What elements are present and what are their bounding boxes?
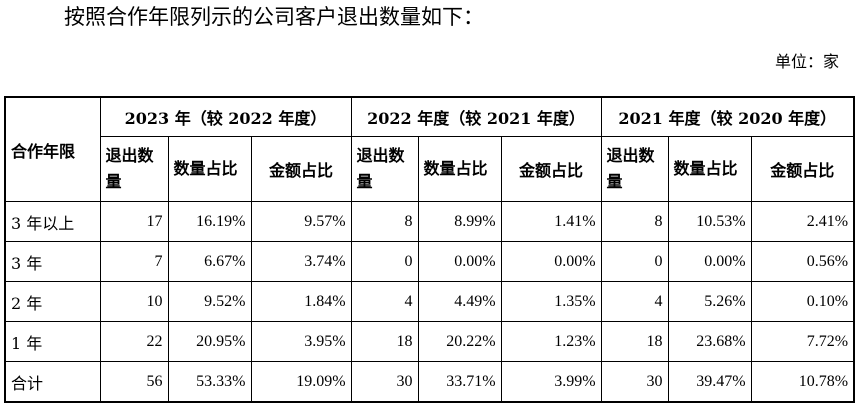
table-cell: 8 [350,201,419,242]
table-cell: 53.33% [167,361,252,403]
table-cell: 4 [600,281,669,322]
table-cell: 17 [99,201,169,242]
header-count-share: 数量占比 [667,136,752,202]
table-cell: 9.52% [167,281,252,322]
table-cell: 18 [600,321,669,362]
header-group-2023: 2023 年（较 2022 年度） [99,96,352,137]
row-label: 2 年 [4,281,101,322]
header-exit-count: 退出数量 [350,136,419,202]
header-amount-share: 金额占比 [750,136,855,202]
table-row: 3 年以上 17 16.19% 9.57% 8 8.99% 1.41% 8 10… [4,201,855,242]
table-cell: 8.99% [417,201,502,242]
header-group-2022: 2022 年度（较 2021 年度） [350,96,602,137]
table-row-total: 合计 56 53.33% 19.09% 30 33.71% 3.99% 30 3… [4,361,855,403]
header-exit-count: 退出数量 [99,136,169,202]
row-label: 合计 [4,361,101,403]
table-cell: 1.23% [500,321,602,362]
table-cell: 4.49% [417,281,502,322]
table-cell: 0.10% [750,281,855,322]
table-cell: 3.99% [500,361,602,403]
table-cell: 39.47% [667,361,752,403]
table-cell: 23.68% [667,321,752,362]
intro-paragraph: 按照合作年限列示的公司客户退出数量如下： [64,5,484,29]
table-cell: 16.19% [167,201,252,242]
table-cell: 30 [600,361,669,403]
header-exit-count: 退出数量 [600,136,669,202]
table-cell: 56 [99,361,169,403]
table-cell: 0 [600,241,669,282]
customer-exit-table: 合作年限 2023 年（较 2022 年度） 2022 年度（较 2021 年度… [4,96,856,403]
table-cell: 5.26% [667,281,752,322]
row-label: 3 年 [4,241,101,282]
table-row: 2 年 10 9.52% 1.84% 4 4.49% 1.35% 4 5.26%… [4,281,855,322]
table-cell: 0.00% [667,241,752,282]
header-group-2021: 2021 年度（较 2020 年度） [600,96,855,137]
table-cell: 22 [99,321,169,362]
table-cell: 6.67% [167,241,252,282]
header-row-groups: 合作年限 2023 年（较 2022 年度） 2022 年度（较 2021 年度… [4,96,855,202]
table-cell: 1.35% [500,281,602,322]
header-row-columns: 退出数量 数量占比 金额占比 退出数量 数量占比 金额占比 退出数量 数量占比 … [5,136,855,202]
table-cell: 7.72% [750,321,855,362]
table-cell: 0.00% [500,241,602,282]
header-cooperation-years: 合作年限 [4,96,101,202]
table-cell: 1.41% [500,201,602,242]
table-cell: 9.57% [250,201,352,242]
row-label: 1 年 [4,321,101,362]
header-amount-share: 金额占比 [500,136,602,202]
table-cell: 1.84% [250,281,352,322]
table-cell: 4 [350,281,419,322]
table-cell: 18 [350,321,419,362]
table-cell: 10 [99,281,169,322]
row-label: 3 年以上 [4,201,101,242]
table-cell: 33.71% [417,361,502,403]
table-cell: 3.95% [250,321,352,362]
table-cell: 0.56% [750,241,855,282]
table-row: 1 年 22 20.95% 3.95% 18 20.22% 1.23% 18 2… [4,321,855,362]
table-cell: 8 [600,201,669,242]
header-count-share: 数量占比 [417,136,502,202]
header-count-share: 数量占比 [167,136,252,202]
table-cell: 0 [350,241,419,282]
table-cell: 20.95% [167,321,252,362]
table-cell: 20.22% [417,321,502,362]
table-cell: 3.74% [250,241,352,282]
table-row: 3 年 7 6.67% 3.74% 0 0.00% 0.00% 0 0.00% … [4,241,855,282]
table-cell: 2.41% [750,201,855,242]
header-amount-share: 金额占比 [250,136,352,202]
table-cell: 30 [350,361,419,403]
table-cell: 0.00% [417,241,502,282]
table-cell: 10.78% [750,361,855,403]
unit-label: 单位：家 [774,52,839,71]
table-cell: 19.09% [250,361,352,403]
table-cell: 10.53% [667,201,752,242]
table-cell: 7 [99,241,169,282]
